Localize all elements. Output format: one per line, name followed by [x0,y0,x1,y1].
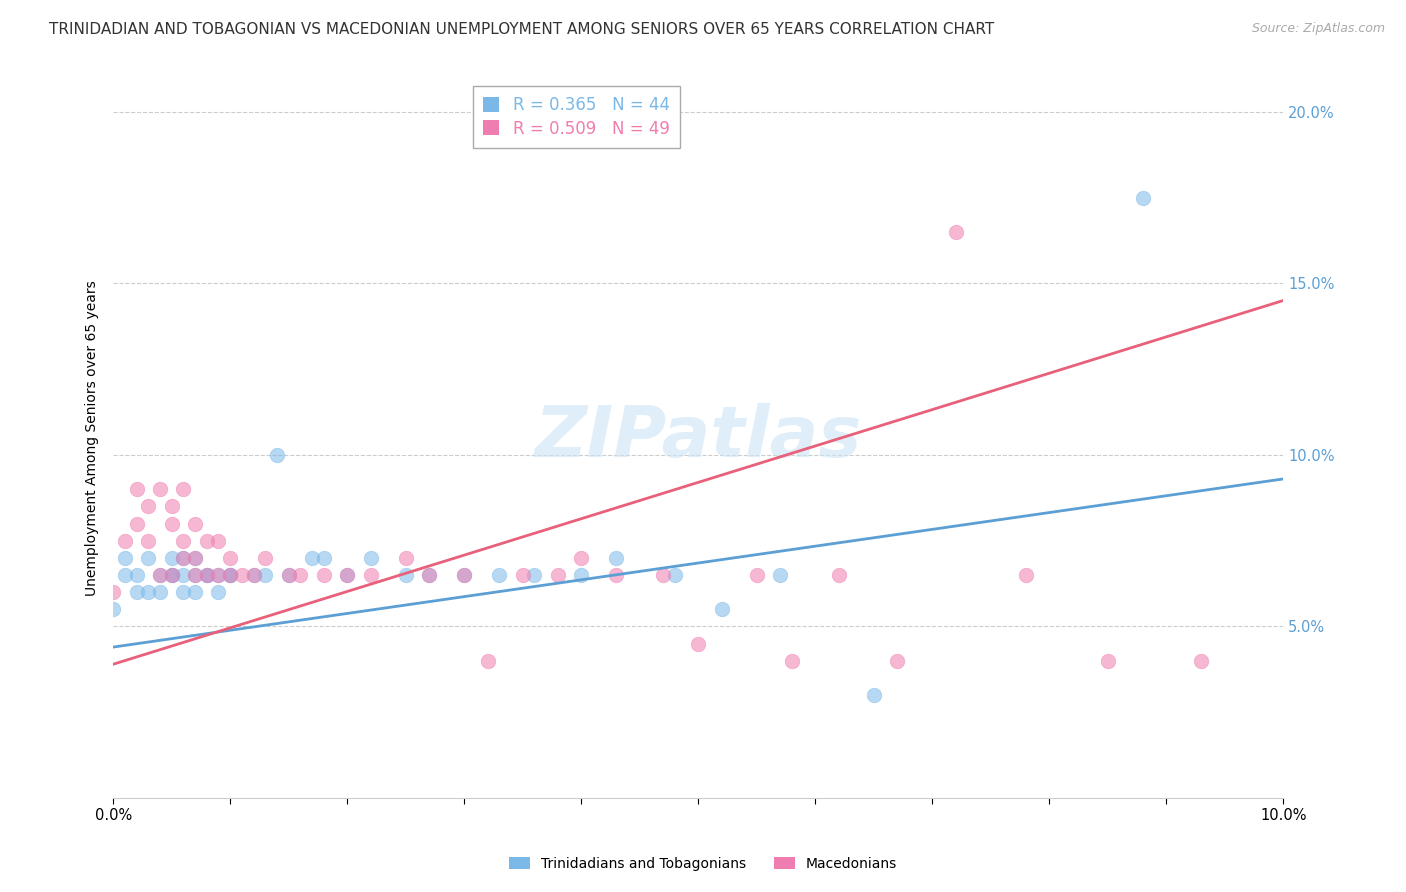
Point [710,602,733,616]
Point [336,568,359,582]
Point [301,550,323,565]
Point [114,550,136,565]
Point [605,568,627,582]
Point [862,688,884,702]
Point [780,654,803,668]
Point [195,568,218,582]
Point [477,654,499,668]
Point [160,568,183,582]
Point [219,568,242,582]
Point [336,568,359,582]
Legend: R = 0.365   N = 44, R = 0.509   N = 49: R = 0.365 N = 44, R = 0.509 N = 49 [472,86,679,147]
Point [219,568,242,582]
Point [207,533,229,548]
Point [277,568,299,582]
Point [395,568,418,582]
Point [114,568,136,582]
Point [114,533,136,548]
Point [547,568,569,582]
Point [207,585,229,599]
Point [664,568,686,582]
Point [312,568,335,582]
Point [172,550,194,565]
Legend: Trinidadians and Tobagonians, Macedonians: Trinidadians and Tobagonians, Macedonian… [503,851,903,876]
Point [1015,568,1038,582]
Point [360,568,382,582]
Point [160,568,183,582]
Point [125,585,148,599]
Point [312,550,335,565]
Point [172,533,194,548]
Point [523,568,546,582]
Point [886,654,908,668]
Point [219,550,242,565]
Point [652,568,675,582]
Point [1132,190,1154,204]
Point [207,568,229,582]
Point [125,568,148,582]
Point [231,568,253,582]
Point [688,637,710,651]
Point [195,568,218,582]
Point [418,568,440,582]
Point [242,568,264,582]
Point [149,585,172,599]
Point [103,602,125,616]
Y-axis label: Unemployment Among Seniors over 65 years: Unemployment Among Seniors over 65 years [86,280,100,596]
Point [277,568,299,582]
Point [827,568,849,582]
Text: Source: ZipAtlas.com: Source: ZipAtlas.com [1251,22,1385,36]
Point [184,516,207,531]
Point [160,500,183,514]
Point [172,550,194,565]
Point [395,550,418,565]
Point [172,568,194,582]
Point [184,568,207,582]
Point [149,568,172,582]
Point [488,568,510,582]
Point [103,585,125,599]
Point [136,550,159,565]
Point [125,516,148,531]
Point [745,568,768,582]
Point [172,482,194,496]
Point [136,500,159,514]
Point [569,550,592,565]
Point [254,550,277,565]
Point [254,568,277,582]
Point [945,225,967,239]
Point [184,550,207,565]
Point [160,550,183,565]
Point [160,516,183,531]
Point [242,568,264,582]
Point [149,568,172,582]
Point [569,568,592,582]
Point [605,550,627,565]
Point [160,568,183,582]
Point [125,482,148,496]
Point [512,568,534,582]
Point [149,482,172,496]
Point [195,568,218,582]
Point [418,568,440,582]
Point [453,568,475,582]
Text: ZIPatlas: ZIPatlas [534,403,862,472]
Point [266,448,288,462]
Point [172,585,194,599]
Point [184,585,207,599]
Point [136,533,159,548]
Point [290,568,312,582]
Point [184,550,207,565]
Point [219,568,242,582]
Point [184,568,207,582]
Point [1097,654,1119,668]
Point [136,585,159,599]
Point [453,568,475,582]
Point [207,568,229,582]
Text: TRINIDADIAN AND TOBAGONIAN VS MACEDONIAN UNEMPLOYMENT AMONG SENIORS OVER 65 YEAR: TRINIDADIAN AND TOBAGONIAN VS MACEDONIAN… [49,22,994,37]
Point [360,550,382,565]
Point [1189,654,1212,668]
Point [195,533,218,548]
Point [769,568,792,582]
